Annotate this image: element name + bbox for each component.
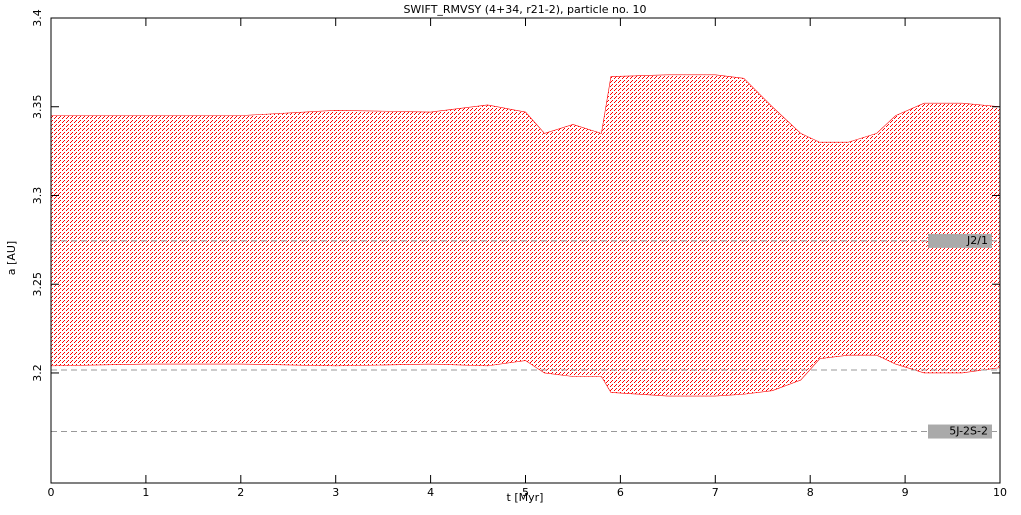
x-tick-label: 9 xyxy=(902,486,909,499)
y-tick-label: 3.4 xyxy=(31,9,44,27)
resonance-label: 5J-2S-2 xyxy=(949,425,988,438)
y-tick-label: 3.35 xyxy=(31,94,44,119)
x-tick-label: 4 xyxy=(427,486,434,499)
y-tick-label: 3.25 xyxy=(31,272,44,297)
x-tick-label: 5 xyxy=(522,486,529,499)
resonance-label-bg xyxy=(928,424,992,439)
y-tick-label: 3.3 xyxy=(31,187,44,205)
y-axis-label: a [AU] xyxy=(5,241,18,275)
y-tick-label: 3.2 xyxy=(31,364,44,382)
x-tick-label: 2 xyxy=(237,486,244,499)
x-tick-label: 7 xyxy=(712,486,719,499)
resonance-label-bg xyxy=(928,233,992,248)
x-tick-label: 1 xyxy=(142,486,149,499)
x-tick-label: 10 xyxy=(993,486,1007,499)
resonance-label: J2/1 xyxy=(966,234,988,247)
x-tick-label: 0 xyxy=(48,486,55,499)
x-axis-label: t [Myr] xyxy=(507,491,544,504)
chart-title: SWIFT_RMVSY (4+34, r21-2), particle no. … xyxy=(403,3,646,16)
x-tick-label: 3 xyxy=(332,486,339,499)
scatter-band xyxy=(50,74,1001,397)
x-tick-label: 8 xyxy=(807,486,814,499)
x-tick-label: 6 xyxy=(617,486,624,499)
